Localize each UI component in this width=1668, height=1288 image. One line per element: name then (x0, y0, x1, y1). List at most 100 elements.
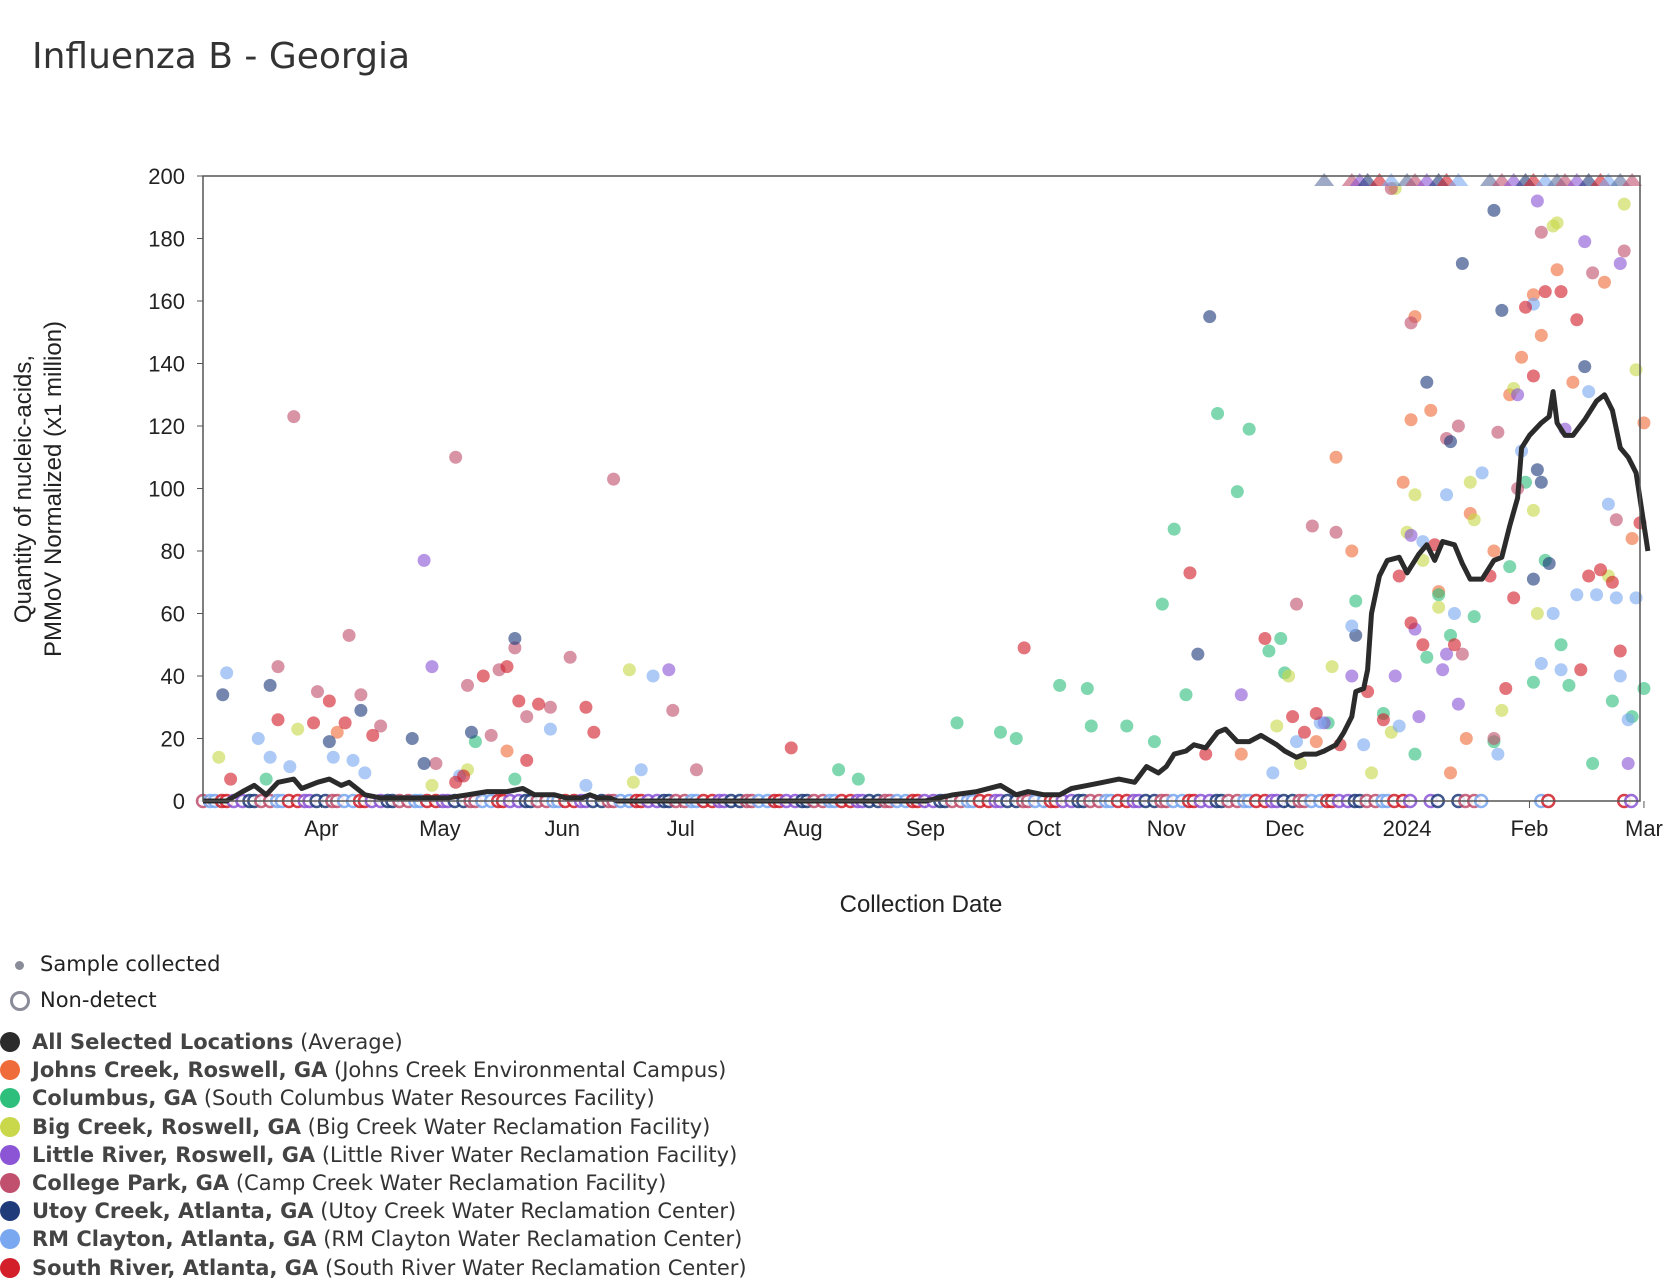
data-point[interactable] (666, 703, 680, 717)
data-point[interactable] (1487, 732, 1501, 745)
data-point[interactable] (1309, 707, 1323, 720)
data-point[interactable] (354, 703, 368, 717)
data-point[interactable] (1534, 657, 1548, 670)
data-point[interactable] (425, 778, 439, 792)
data-point[interactable] (1582, 385, 1596, 399)
data-point[interactable] (1290, 735, 1304, 749)
data-point[interactable] (1345, 619, 1359, 633)
data-point[interactable] (1211, 407, 1225, 420)
data-point[interactable] (1459, 732, 1473, 745)
data-point[interactable] (1297, 725, 1311, 739)
data-point[interactable] (283, 760, 297, 774)
data-point[interactable] (1526, 572, 1540, 586)
data-point[interactable] (784, 741, 798, 755)
data-point[interactable] (1242, 422, 1256, 436)
data-point[interactable] (508, 632, 522, 645)
data-point[interactable] (310, 685, 324, 699)
data-point[interactable] (1404, 528, 1418, 542)
data-point[interactable] (338, 716, 352, 730)
data-point[interactable] (508, 641, 522, 655)
data-point[interactable] (1515, 350, 1529, 364)
data-point[interactable] (1451, 419, 1465, 433)
data-point[interactable] (1009, 732, 1023, 745)
data-point[interactable] (646, 669, 660, 683)
data-point[interactable] (1554, 663, 1568, 677)
data-point[interactable] (1586, 266, 1600, 280)
data-point[interactable] (425, 660, 439, 674)
data-point[interactable] (1444, 435, 1458, 449)
data-point[interactable] (271, 713, 285, 727)
data-point[interactable] (1345, 544, 1359, 558)
data-point[interactable] (1534, 475, 1548, 489)
data-point[interactable] (1376, 713, 1390, 727)
data-point[interactable] (520, 710, 534, 724)
data-point[interactable] (1495, 703, 1509, 717)
data-point[interactable] (259, 772, 273, 786)
data-point[interactable] (689, 763, 703, 777)
data-point[interactable] (1495, 303, 1509, 317)
data-point[interactable] (1258, 632, 1272, 645)
data-point[interactable] (1329, 525, 1343, 539)
data-point[interactable] (563, 650, 577, 664)
data-point[interactable] (1282, 669, 1296, 683)
data-point[interactable] (1570, 588, 1584, 602)
data-point[interactable] (950, 716, 964, 730)
data-point[interactable] (1432, 588, 1446, 602)
data-point[interactable] (263, 750, 277, 764)
data-point[interactable] (1566, 375, 1580, 389)
data-point[interactable] (520, 753, 534, 767)
data-point[interactable] (287, 410, 301, 424)
data-point[interactable] (993, 725, 1007, 739)
data-point[interactable] (1455, 257, 1469, 270)
data-point[interactable] (1234, 688, 1248, 702)
data-point[interactable] (626, 775, 640, 789)
data-point[interactable] (1408, 488, 1422, 502)
data-point[interactable] (1305, 519, 1319, 533)
data-point[interactable] (1511, 388, 1525, 402)
data-point[interactable] (1467, 513, 1481, 527)
data-point[interactable] (1621, 713, 1635, 727)
data-point[interactable] (224, 772, 238, 786)
data-point[interactable] (1416, 638, 1430, 652)
data-point[interactable] (330, 725, 344, 739)
data-point[interactable] (607, 472, 621, 486)
data-point[interactable] (1574, 663, 1588, 677)
data-point[interactable] (263, 678, 277, 692)
data-point[interactable] (1546, 607, 1560, 620)
data-point[interactable] (1325, 660, 1339, 674)
data-point[interactable] (851, 772, 865, 786)
data-point[interactable] (291, 722, 305, 736)
data-point[interactable] (1432, 600, 1446, 614)
data-point[interactable] (1463, 475, 1477, 489)
data-point[interactable] (1499, 682, 1513, 695)
data-point[interactable] (1550, 263, 1564, 277)
data-point[interactable] (1404, 413, 1418, 427)
data-point[interactable] (1526, 288, 1540, 302)
data-point[interactable] (1349, 594, 1363, 608)
data-point[interactable] (1451, 697, 1465, 711)
data-point[interactable] (1530, 463, 1544, 477)
data-point[interactable] (1017, 641, 1031, 655)
data-point[interactable] (1290, 597, 1304, 611)
data-point[interactable] (1467, 610, 1481, 624)
data-point[interactable] (1613, 669, 1627, 683)
data-point[interactable] (1179, 688, 1193, 702)
data-point[interactable] (1530, 194, 1544, 208)
data-point[interactable] (1519, 300, 1533, 314)
data-point[interactable] (1491, 747, 1505, 761)
data-point[interactable] (1080, 682, 1094, 695)
data-point[interactable] (1120, 719, 1134, 733)
data-point[interactable] (1491, 425, 1505, 439)
data-point[interactable] (1167, 522, 1181, 536)
data-point[interactable] (1609, 591, 1623, 605)
data-point[interactable] (1053, 678, 1067, 692)
data-point[interactable] (1590, 588, 1604, 602)
data-point[interactable] (1365, 766, 1379, 780)
data-point[interactable] (1293, 757, 1307, 770)
data-point[interactable] (476, 669, 490, 683)
data-point[interactable] (1597, 275, 1611, 289)
data-point[interactable] (1609, 513, 1623, 527)
data-point[interactable] (634, 763, 648, 777)
data-point[interactable] (1554, 285, 1568, 299)
data-point[interactable] (1542, 557, 1556, 570)
